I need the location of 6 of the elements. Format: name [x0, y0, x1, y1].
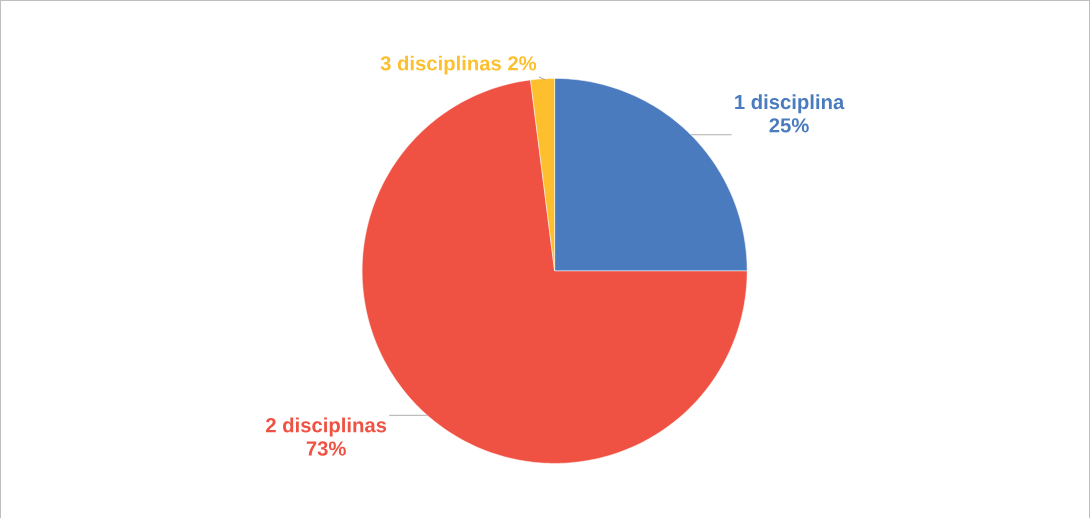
data-label: 73% [306, 441, 346, 456]
slice-label: 1 disciplina [735, 94, 845, 114]
slice-label: 2 disciplinas [266, 417, 387, 437]
data-label: 25% [769, 118, 809, 133]
slice-label: 3 disciplinas [380, 55, 501, 75]
data-label: 2% [508, 56, 537, 71]
